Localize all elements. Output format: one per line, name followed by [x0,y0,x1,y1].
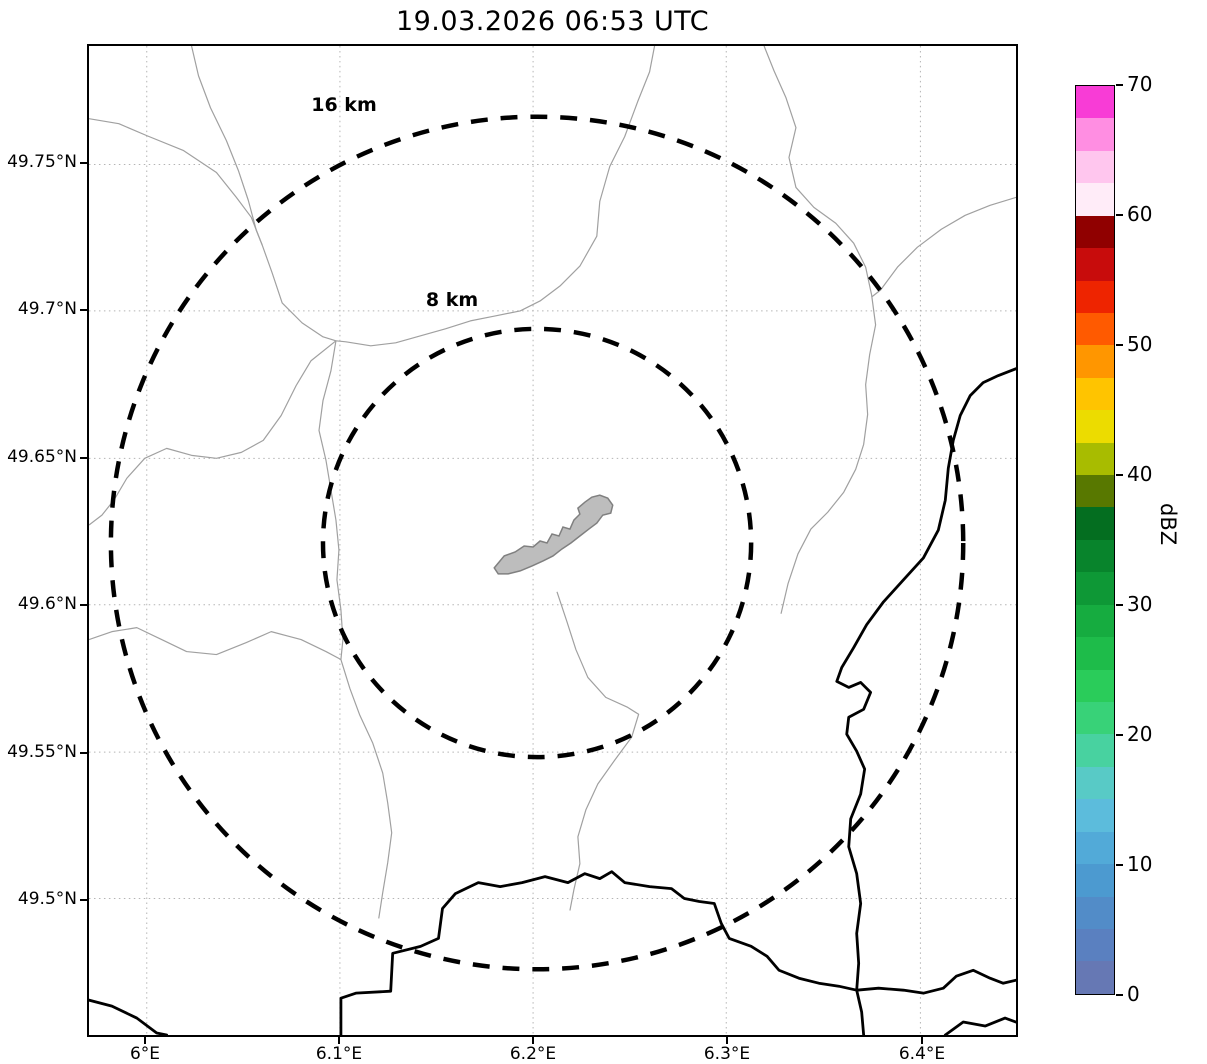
y-tick-mark [80,457,87,459]
colorbar-tick-label: 10 [1127,852,1153,876]
colorbar-segment [1076,183,1114,216]
x-tick-mark [144,1037,146,1044]
colorbar-segment [1076,475,1114,508]
x-tick-label: 6°E [129,1044,161,1064]
admin-boundaries [89,46,1016,919]
x-tick-label: 6.2°E [509,1044,557,1064]
colorbar-axis-label: dBZ [1156,503,1180,546]
colorbar-segment [1076,572,1114,605]
x-tick-label: 6.4°E [898,1044,946,1064]
colorbar-segment [1076,734,1114,767]
colorbar-segment [1076,410,1114,443]
y-tick-mark [80,309,87,311]
colorbar-segment [1076,248,1114,281]
y-tick-label: 49.65°N [7,447,77,467]
x-tick-label: 6.1°E [315,1044,363,1064]
colorbar-tick-mark [1116,604,1123,606]
x-tick-mark [921,1037,923,1044]
colorbar-tick-label: 40 [1127,462,1153,486]
colorbar-segment [1076,702,1114,735]
colorbar-tick-label: 0 [1127,982,1140,1006]
colorbar-segment [1076,507,1114,540]
airport-polygon [493,494,614,575]
colorbar-tick-mark [1116,734,1123,736]
colorbar-tick-mark [1116,994,1123,996]
colorbar [1075,85,1115,995]
y-tick-label: 49.7°N [17,299,77,319]
colorbar-segment [1076,831,1114,865]
colorbar-segment [1076,312,1114,346]
colorbar-segment [1076,766,1114,800]
y-tick-label: 49.6°N [17,594,77,614]
colorbar-tick-label: 20 [1127,722,1153,746]
colorbar-tick-label: 70 [1127,72,1153,96]
y-tick-label: 49.5°N [17,889,77,909]
y-tick-label: 49.55°N [7,742,77,762]
colorbar-segment [1076,637,1114,670]
colorbar-segment [1076,961,1114,994]
colorbar-segment [1076,377,1114,411]
range-ring-8km [320,326,754,760]
colorbar-segment [1076,345,1114,378]
y-tick-mark [80,899,87,901]
grid-lines [89,46,1016,1035]
national-borders [89,367,1016,1035]
colorbar-segment [1076,928,1114,962]
colorbar-segment [1076,669,1114,703]
colorbar-tick-mark [1116,214,1123,216]
colorbar-tick-mark [1116,344,1123,346]
y-tick-label: 49.75°N [7,152,77,172]
map-canvas [89,46,1016,1035]
x-tick-mark [532,1037,534,1044]
x-tick-mark [338,1037,340,1044]
colorbar-segment [1076,604,1114,638]
range-ring-16km [108,114,966,972]
x-tick-label: 6.3°E [703,1044,751,1064]
colorbar-segment [1076,799,1114,832]
colorbar-segment [1076,150,1114,184]
range-ring-label-8km: 8 km [425,289,479,311]
colorbar-tick-label: 50 [1127,332,1153,356]
range-rings [108,114,966,972]
y-tick-mark [80,752,87,754]
colorbar-tick-label: 30 [1127,592,1153,616]
colorbar-tick-mark [1116,864,1123,866]
y-tick-mark [80,604,87,606]
colorbar-tick-mark [1116,84,1123,86]
colorbar-segment [1076,864,1114,897]
colorbar-segment [1076,896,1114,929]
colorbar-tick-label: 60 [1127,202,1153,226]
range-ring-label-16km: 16 km [311,94,377,116]
colorbar-segment [1076,86,1114,119]
colorbar-segment [1076,539,1114,573]
colorbar-segment [1076,280,1114,313]
y-tick-mark [80,162,87,164]
colorbar-segment [1076,118,1114,151]
x-tick-mark [726,1037,728,1044]
colorbar-tick-mark [1116,474,1123,476]
colorbar-segment [1076,442,1114,476]
colorbar-segment [1076,215,1114,249]
plot-title: 19.03.2026 06:53 UTC [395,6,710,37]
map-plot: 16 km 8 km [87,44,1018,1037]
